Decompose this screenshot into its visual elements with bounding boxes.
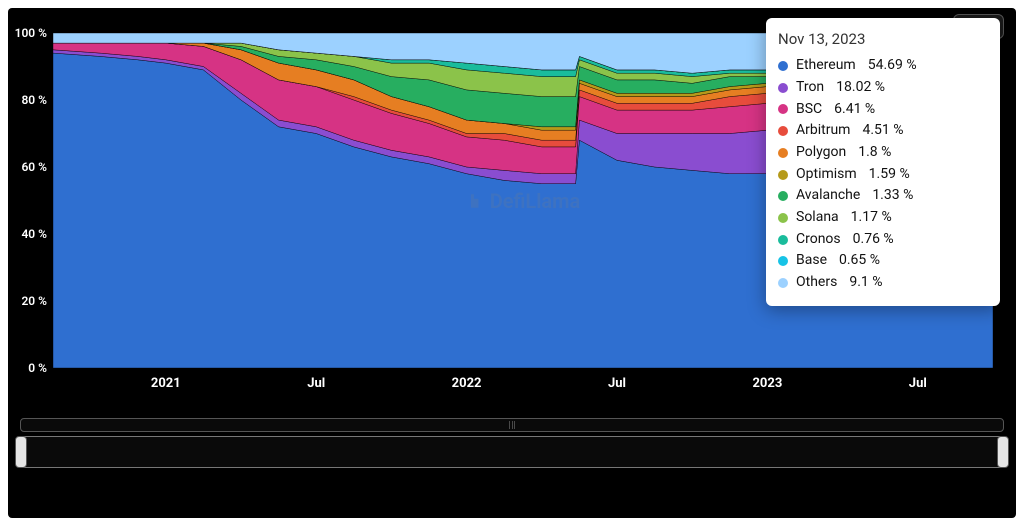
tooltip-series-name: Polygon [796, 142, 846, 164]
legend-dot-icon [778, 191, 788, 201]
brush-handle-left[interactable] [15, 436, 27, 468]
tooltip-row: Ethereum 54.69 % [778, 55, 988, 77]
tooltip-series-name: Base [796, 250, 827, 272]
y-tick-label: 20 % [21, 294, 47, 308]
y-tick-label: 100 % [15, 26, 47, 40]
tooltip-row: Arbitrum 4.51 % [778, 120, 988, 142]
x-tick-label: 2021 [151, 376, 181, 391]
x-tick-label: Jul [909, 376, 927, 391]
tooltip-series-name: Optimism [796, 164, 857, 186]
tooltip-series-name: BSC [796, 99, 822, 121]
tooltip-date: Nov 13, 2023 [778, 28, 988, 51]
range-brush[interactable] [20, 408, 1004, 470]
tooltip-row: Base 0.65 % [778, 250, 988, 272]
tooltip-series-name: Tron [796, 77, 824, 99]
tooltip-series-value: 6.41 % [834, 99, 875, 121]
tooltip-series-name: Ethereum [796, 55, 856, 77]
legend-dot-icon [778, 170, 788, 180]
tooltip-row: Optimism 1.59 % [778, 164, 988, 186]
tooltip-series-name: Others [796, 272, 837, 294]
tooltip-series-value: 1.59 % [869, 164, 910, 186]
legend-dot-icon [778, 213, 788, 223]
tooltip-row: Solana 1.17 % [778, 207, 988, 229]
tooltip-series-value: 0.65 % [839, 250, 880, 272]
y-tick-label: 0 % [28, 361, 47, 375]
brush-selection[interactable] [20, 436, 1004, 468]
legend-dot-icon [778, 83, 788, 93]
brush-handle-right[interactable] [997, 436, 1009, 468]
tooltip-series-value: 0.76 % [853, 229, 894, 251]
chart-container: ins 0 %20 %40 %60 %80 %100 % DefiLlama 2… [8, 8, 1016, 518]
tooltip-series-value: 18.02 % [836, 77, 885, 99]
tooltip: Nov 13, 2023 Ethereum54.69 %Tron18.02 %B… [766, 18, 1000, 306]
y-tick-label: 40 % [21, 227, 47, 241]
legend-dot-icon [778, 61, 788, 71]
tooltip-series-value: 1.33 % [872, 185, 913, 207]
tooltip-row: Cronos 0.76 % [778, 229, 988, 251]
x-tick-label: 2023 [752, 376, 782, 391]
screenshot-root: ins 0 %20 %40 %60 %80 %100 % DefiLlama 2… [0, 0, 1024, 525]
x-tick-label: 2022 [452, 376, 482, 391]
tooltip-rows: Ethereum 54.69 % Tron 18.02 % BSC 6.41 %Arbit… [778, 55, 988, 294]
tooltip-row: Tron 18.02 % [778, 77, 988, 99]
tooltip-row: BSC 6.41 % [778, 99, 988, 121]
tooltip-row: Avalanche 1.33 % [778, 185, 988, 207]
tooltip-series-value: 4.51 % [862, 120, 903, 142]
tooltip-series-name: Avalanche [796, 185, 860, 207]
legend-dot-icon [778, 126, 788, 136]
tooltip-row: Others 9.1 % [778, 272, 988, 294]
y-tick-label: 80 % [21, 93, 47, 107]
brush-center-mark [509, 421, 515, 429]
y-axis: 0 %20 %40 %60 %80 %100 % [8, 33, 53, 368]
x-axis: 2021 Jul 2022 Jul 2023 Jul [53, 370, 993, 400]
legend-dot-icon [778, 148, 788, 158]
x-tick-label: Jul [608, 376, 626, 391]
x-tick-label: Jul [307, 376, 325, 391]
tooltip-series-value: 1.8 % [858, 142, 891, 164]
tooltip-series-value: 1.17 % [851, 207, 892, 229]
tooltip-row: Polygon 1.8 % [778, 142, 988, 164]
legend-dot-icon [778, 256, 788, 266]
tooltip-series-name: Arbitrum [796, 120, 850, 142]
tooltip-series-name: Cronos [796, 229, 841, 251]
brush-track[interactable] [20, 418, 1004, 432]
tooltip-series-value: 54.69 % [868, 55, 917, 77]
tooltip-series-name: Solana [796, 207, 839, 229]
legend-dot-icon [778, 235, 788, 245]
legend-dot-icon [778, 278, 788, 288]
tooltip-series-value: 9.1 % [849, 272, 882, 294]
y-tick-label: 60 % [21, 160, 47, 174]
legend-dot-icon [778, 104, 788, 114]
